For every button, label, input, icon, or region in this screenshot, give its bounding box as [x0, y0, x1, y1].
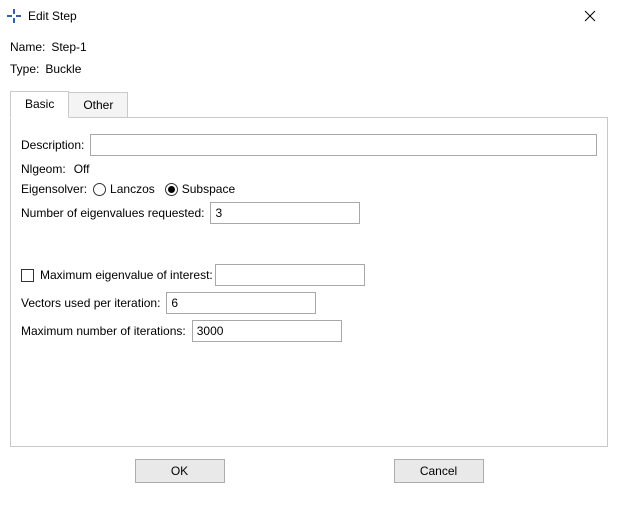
- nlgeom-value: Off: [74, 162, 90, 176]
- cancel-button[interactable]: Cancel: [394, 459, 484, 483]
- num-eigen-label: Number of eigenvalues requested:: [21, 206, 204, 220]
- eigensolver-row: Eigensolver: Lanczos Subspace: [21, 182, 597, 196]
- dialog-content: Name: Step-1 Type: Buckle Basic Other De…: [0, 32, 618, 531]
- close-button[interactable]: [570, 2, 610, 30]
- radio-subspace-label: Subspace: [182, 182, 235, 196]
- description-label: Description:: [21, 138, 84, 152]
- vectors-row: Vectors used per iteration:: [21, 292, 597, 314]
- max-eigen-checkbox[interactable]: Maximum eigenvalue of interest:: [21, 268, 213, 282]
- nlgeom-row: Nlgeom: Off: [21, 162, 597, 176]
- vectors-input[interactable]: [166, 292, 316, 314]
- tab-basic[interactable]: Basic: [10, 91, 69, 118]
- name-row: Name: Step-1: [10, 40, 608, 54]
- description-row: Description:: [21, 134, 597, 156]
- radio-lanczos[interactable]: Lanczos: [93, 182, 155, 196]
- edit-step-dialog: Edit Step Name: Step-1 Type: Buckle Basi…: [0, 0, 618, 531]
- eigensolver-label: Eigensolver:: [21, 182, 87, 196]
- max-eigen-row: Maximum eigenvalue of interest:: [21, 264, 597, 286]
- nlgeom-label: Nlgeom:: [21, 162, 66, 176]
- titlebar: Edit Step: [0, 0, 618, 32]
- max-iter-row: Maximum number of iterations:: [21, 320, 597, 342]
- num-eigen-row: Number of eigenvalues requested:: [21, 202, 597, 224]
- radio-icon: [93, 183, 106, 196]
- ok-button[interactable]: OK: [135, 459, 225, 483]
- name-value: Step-1: [51, 40, 86, 54]
- checkbox-icon: [21, 269, 34, 282]
- num-eigen-input[interactable]: [210, 202, 360, 224]
- button-row: OK Cancel: [10, 447, 608, 501]
- tab-strip: Basic Other: [10, 90, 608, 117]
- type-label: Type:: [10, 62, 39, 76]
- radio-icon: [165, 183, 178, 196]
- max-eigen-checkbox-label: Maximum eigenvalue of interest:: [40, 268, 213, 282]
- type-value: Buckle: [45, 62, 81, 76]
- name-label: Name:: [10, 40, 45, 54]
- max-eigen-input[interactable]: [215, 264, 365, 286]
- tab-other[interactable]: Other: [68, 92, 128, 118]
- eigensolver-radio-group: Lanczos Subspace: [93, 182, 235, 196]
- cancel-button-label: Cancel: [420, 464, 457, 478]
- tab-panel-basic: Description: Nlgeom: Off Eigensolver: La…: [10, 117, 608, 447]
- radio-subspace[interactable]: Subspace: [165, 182, 235, 196]
- vectors-label: Vectors used per iteration:: [21, 296, 160, 310]
- max-iter-label: Maximum number of iterations:: [21, 324, 186, 338]
- tab-container: Basic Other Description: Nlgeom: Off Eig…: [10, 90, 608, 447]
- tab-basic-label: Basic: [25, 97, 54, 111]
- radio-lanczos-label: Lanczos: [110, 182, 155, 196]
- close-icon: [584, 10, 596, 22]
- app-icon: [6, 8, 22, 24]
- max-iter-input[interactable]: [192, 320, 342, 342]
- tab-other-label: Other: [83, 98, 113, 112]
- description-input[interactable]: [90, 134, 597, 156]
- window-title: Edit Step: [28, 9, 77, 23]
- type-row: Type: Buckle: [10, 62, 608, 76]
- ok-button-label: OK: [171, 464, 188, 478]
